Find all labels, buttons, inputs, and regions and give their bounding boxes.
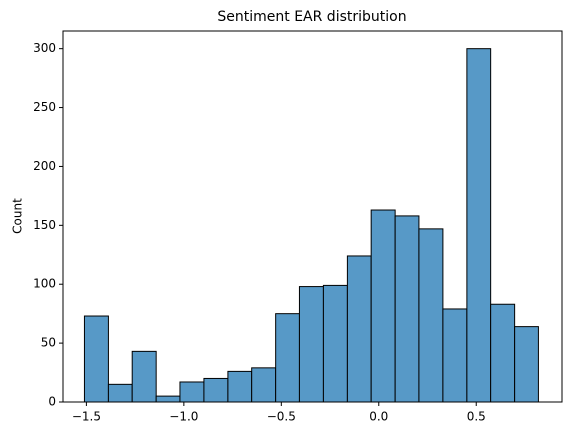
- y-tick-label: 100: [33, 277, 56, 291]
- x-tick-label: −1.0: [169, 410, 198, 424]
- y-axis-label: Count: [11, 198, 25, 234]
- x-tick-label: 0.5: [467, 410, 486, 424]
- bar: [394, 215, 420, 403]
- bar: [179, 381, 205, 403]
- bar: [346, 255, 372, 403]
- y-tick-label: 150: [33, 218, 56, 232]
- y-tick-label: 250: [33, 100, 56, 114]
- chart-title: Sentiment EAR distribution: [217, 9, 406, 25]
- bar: [514, 326, 539, 403]
- y-tick-label: 300: [33, 41, 56, 55]
- bar: [442, 308, 468, 403]
- y-tick-label: 200: [33, 159, 56, 173]
- x-tick-label: −0.5: [267, 410, 296, 424]
- bar: [370, 209, 396, 403]
- y-tick-label: 50: [41, 336, 56, 350]
- bar: [155, 395, 181, 403]
- bar: [83, 315, 109, 403]
- bar: [227, 370, 253, 403]
- x-tick-label: −1.5: [72, 410, 101, 424]
- bar: [466, 48, 492, 403]
- y-tick-label: 0: [48, 395, 56, 409]
- bar: [490, 303, 516, 403]
- x-tick-label: 0.0: [369, 410, 388, 424]
- bar: [131, 350, 157, 403]
- bar: [322, 284, 348, 403]
- bar: [275, 313, 300, 403]
- bar: [107, 383, 133, 403]
- bar: [203, 377, 229, 403]
- bar: [298, 286, 324, 403]
- bar: [251, 367, 277, 403]
- plot-frame: [62, 30, 563, 403]
- bar: [418, 228, 444, 403]
